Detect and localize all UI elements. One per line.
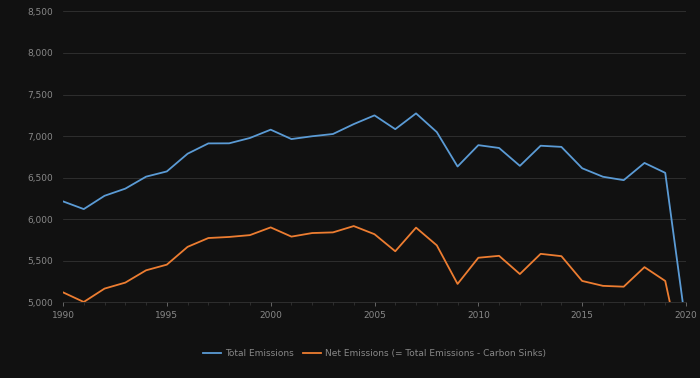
Total Emissions (661, 170, 669, 175)
Total Emissions (474, 143, 482, 147)
Total Emissions (682, 324, 690, 329)
Total Emissions (142, 174, 150, 179)
Total Emissions (536, 144, 545, 148)
Total Emissions (516, 164, 524, 168)
Legend: Total Emissions, Net Emissions (= Total Emissions - Carbon Sinks): Total Emissions, Net Emissions (= Total … (199, 346, 550, 362)
Total Emissions (349, 122, 358, 126)
Total Emissions (121, 186, 130, 191)
Net Emissions (= Total Emissions - Carbon Sinks) (162, 262, 171, 267)
Total Emissions (246, 136, 254, 140)
Net Emissions (= Total Emissions - Carbon Sinks) (183, 245, 192, 249)
Total Emissions (329, 132, 337, 136)
Total Emissions (225, 141, 233, 146)
Net Emissions (= Total Emissions - Carbon Sinks) (142, 268, 150, 273)
Net Emissions (= Total Emissions - Carbon Sinks) (598, 284, 607, 288)
Net Emissions (= Total Emissions - Carbon Sinks) (516, 272, 524, 276)
Net Emissions (= Total Emissions - Carbon Sinks) (682, 375, 690, 378)
Net Emissions (= Total Emissions - Carbon Sinks) (474, 256, 482, 260)
Net Emissions (= Total Emissions - Carbon Sinks) (287, 234, 295, 239)
Total Emissions (598, 175, 607, 179)
Line: Net Emissions (= Total Emissions - Carbon Sinks): Net Emissions (= Total Emissions - Carbo… (63, 226, 686, 377)
Total Emissions (204, 141, 213, 146)
Total Emissions (80, 207, 88, 211)
Net Emissions (= Total Emissions - Carbon Sinks) (349, 224, 358, 228)
Total Emissions (183, 152, 192, 156)
Total Emissions (433, 130, 441, 134)
Net Emissions (= Total Emissions - Carbon Sinks) (640, 265, 649, 270)
Total Emissions (557, 145, 566, 149)
Total Emissions (267, 127, 275, 132)
Total Emissions (308, 134, 316, 138)
Total Emissions (100, 194, 108, 198)
Total Emissions (391, 127, 400, 132)
Net Emissions (= Total Emissions - Carbon Sinks) (412, 225, 420, 230)
Total Emissions (412, 111, 420, 116)
Net Emissions (= Total Emissions - Carbon Sinks) (536, 252, 545, 256)
Total Emissions (578, 166, 587, 170)
Net Emissions (= Total Emissions - Carbon Sinks) (267, 225, 275, 230)
Total Emissions (162, 169, 171, 174)
Net Emissions (= Total Emissions - Carbon Sinks) (204, 236, 213, 240)
Net Emissions (= Total Emissions - Carbon Sinks) (370, 232, 379, 237)
Net Emissions (= Total Emissions - Carbon Sinks) (620, 284, 628, 289)
Total Emissions (59, 199, 67, 204)
Net Emissions (= Total Emissions - Carbon Sinks) (329, 230, 337, 235)
Total Emissions (495, 146, 503, 150)
Net Emissions (= Total Emissions - Carbon Sinks) (433, 243, 441, 248)
Net Emissions (= Total Emissions - Carbon Sinks) (454, 282, 462, 286)
Net Emissions (= Total Emissions - Carbon Sinks) (495, 254, 503, 258)
Total Emissions (640, 161, 649, 165)
Total Emissions (287, 137, 295, 141)
Net Emissions (= Total Emissions - Carbon Sinks) (121, 280, 130, 285)
Net Emissions (= Total Emissions - Carbon Sinks) (225, 235, 233, 239)
Net Emissions (= Total Emissions - Carbon Sinks) (308, 231, 316, 235)
Net Emissions (= Total Emissions - Carbon Sinks) (557, 254, 566, 259)
Net Emissions (= Total Emissions - Carbon Sinks) (80, 300, 88, 304)
Total Emissions (454, 164, 462, 169)
Net Emissions (= Total Emissions - Carbon Sinks) (246, 233, 254, 237)
Total Emissions (620, 178, 628, 183)
Net Emissions (= Total Emissions - Carbon Sinks) (578, 279, 587, 283)
Net Emissions (= Total Emissions - Carbon Sinks) (391, 249, 400, 254)
Net Emissions (= Total Emissions - Carbon Sinks) (661, 279, 669, 283)
Net Emissions (= Total Emissions - Carbon Sinks) (100, 286, 108, 291)
Net Emissions (= Total Emissions - Carbon Sinks) (59, 290, 67, 294)
Total Emissions (370, 113, 379, 118)
Line: Total Emissions: Total Emissions (63, 113, 686, 327)
